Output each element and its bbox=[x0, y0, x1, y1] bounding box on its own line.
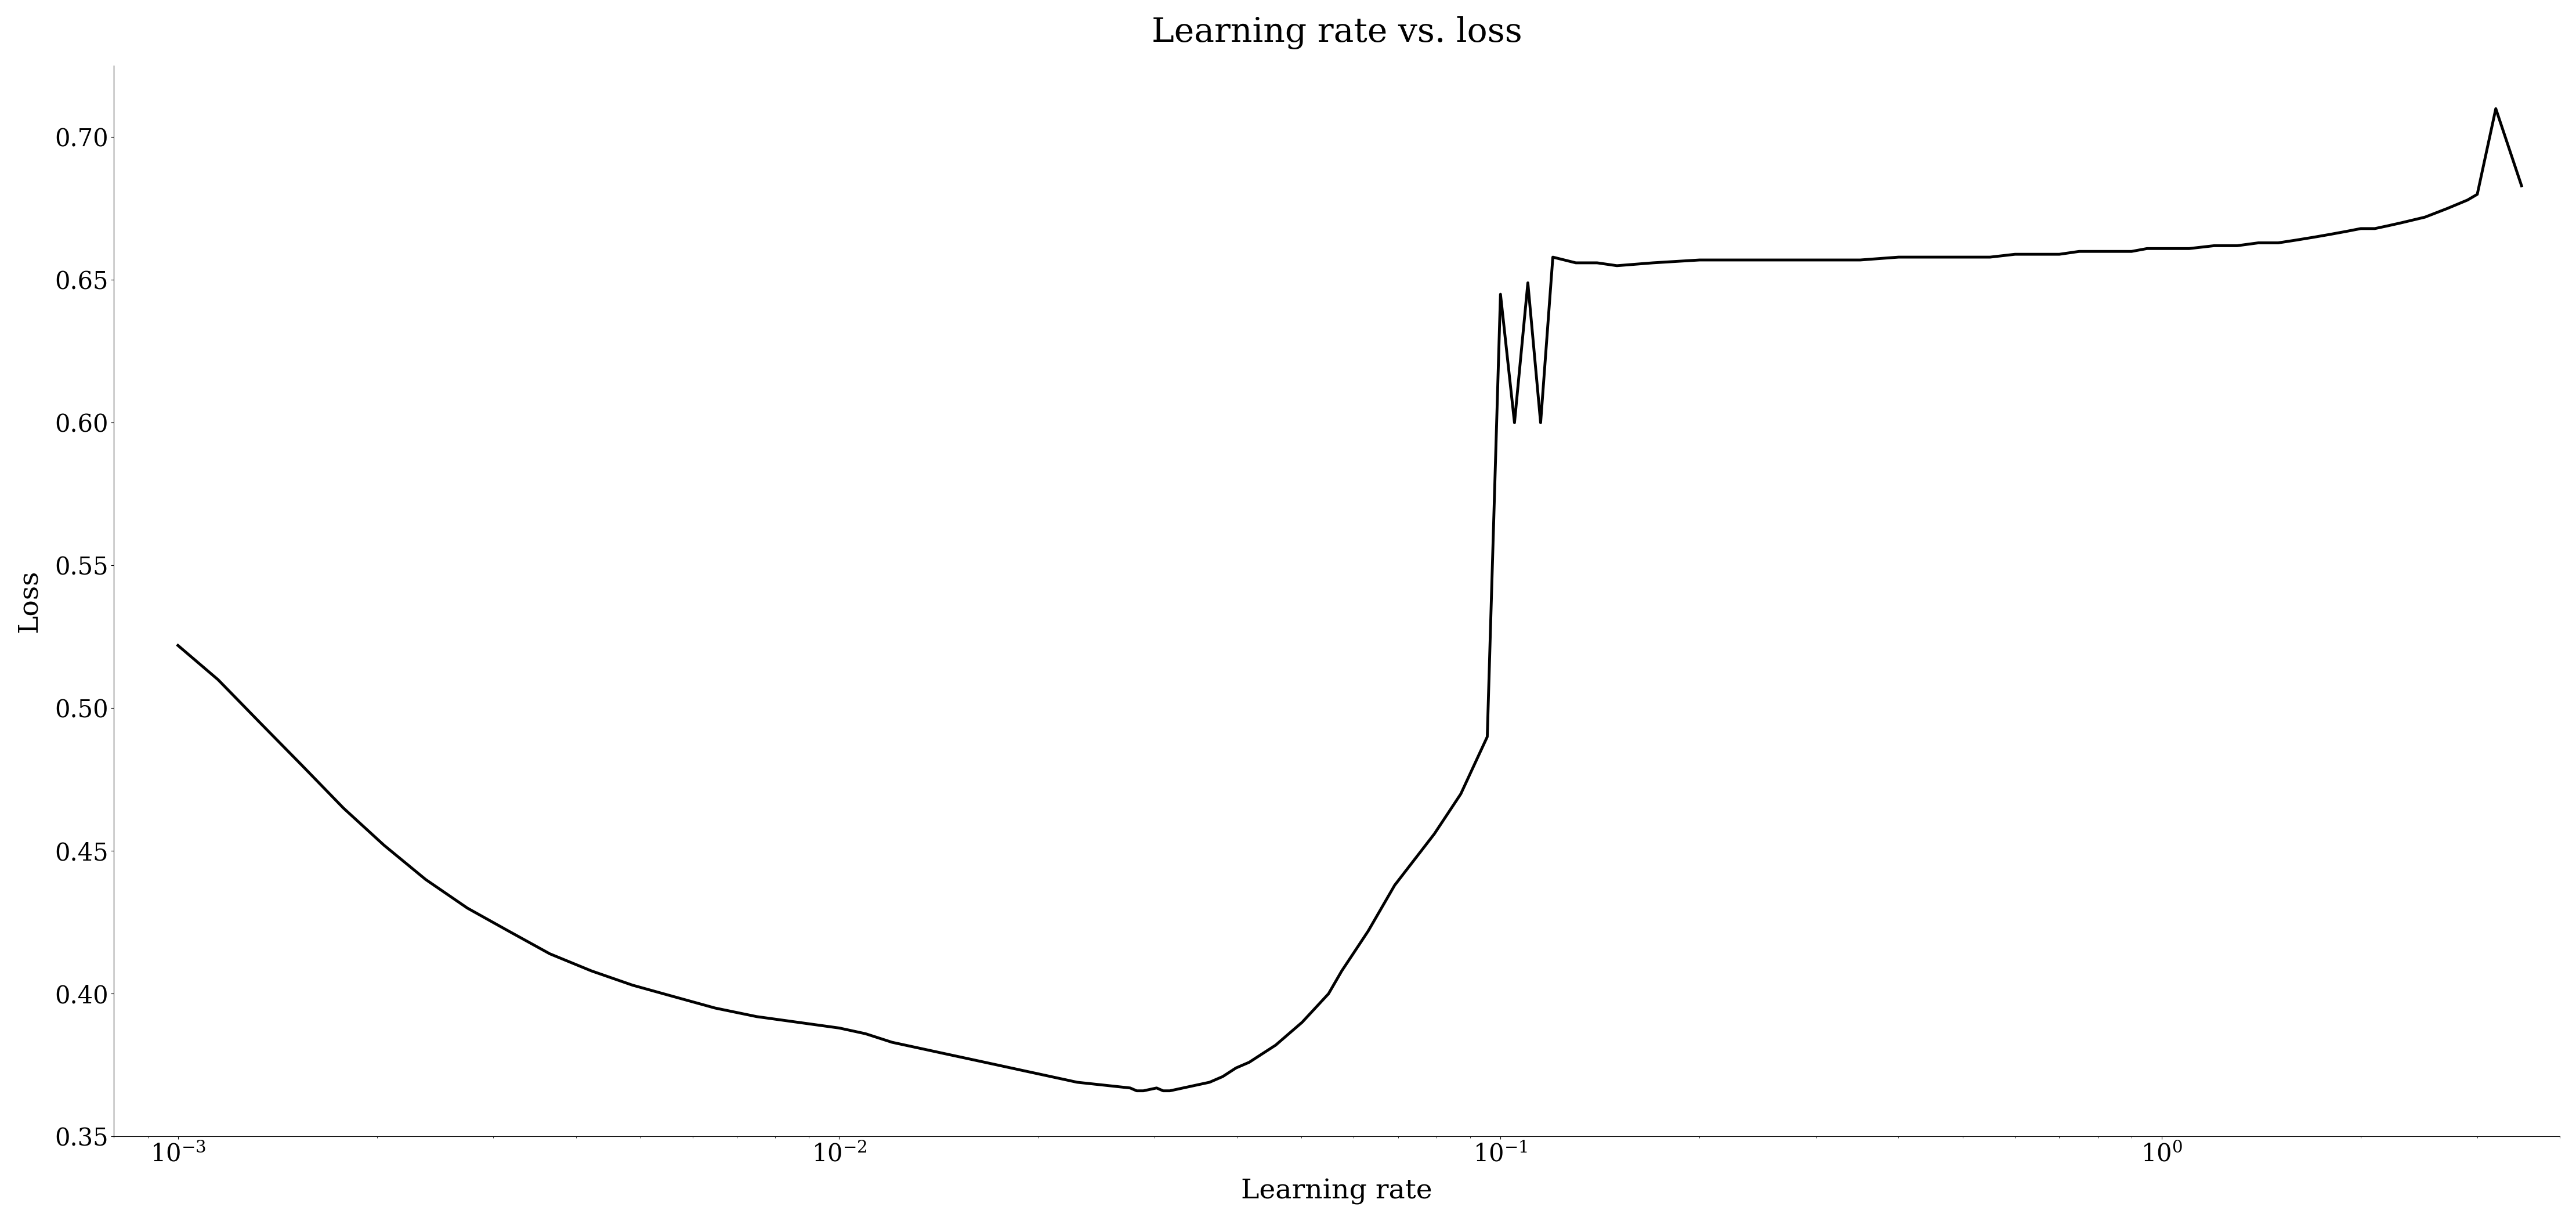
Y-axis label: Loss: Loss bbox=[15, 570, 41, 632]
X-axis label: Learning rate: Learning rate bbox=[1242, 1178, 1432, 1205]
Title: Learning rate vs. loss: Learning rate vs. loss bbox=[1151, 16, 1522, 49]
